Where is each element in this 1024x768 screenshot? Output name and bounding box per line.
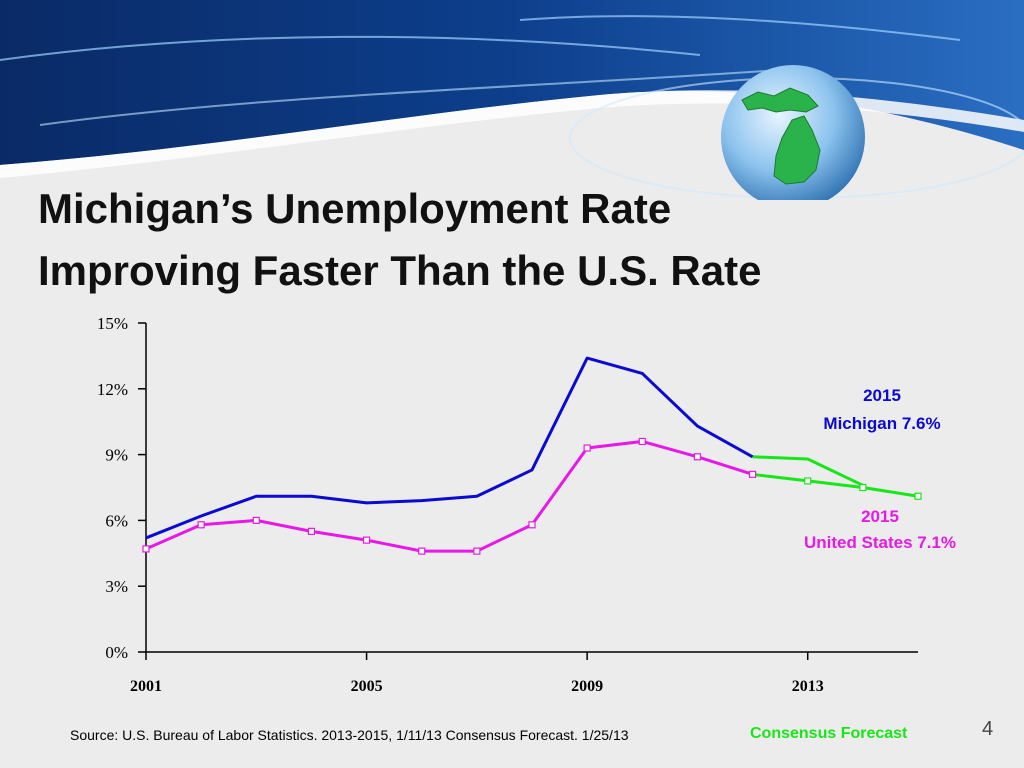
united-states-point xyxy=(528,521,536,529)
forecast-legend-label: Consensus Forecast xyxy=(750,725,908,742)
title-line-2: Improving Faster Than the U.S. Rate xyxy=(38,247,762,294)
michigan-annotation-label: Michigan 7.6% xyxy=(823,414,940,433)
united-states-point xyxy=(473,547,481,555)
united-states-point xyxy=(252,516,260,525)
united-states-point xyxy=(142,545,150,553)
unemployment-chart: 0% 3% 6% 9% 12% 15% 2001 2005 2009 2013 2015 Mich… xyxy=(97,314,956,695)
title-line-1: Michigan’s Unemployment Rate xyxy=(38,185,672,232)
united-states-point xyxy=(638,437,646,446)
y-tick-label: 3% xyxy=(105,577,128,596)
united-states-point xyxy=(693,453,702,461)
united-states-forecast-point xyxy=(804,477,812,485)
y-tick-label: 9% xyxy=(105,446,128,465)
united-states-point xyxy=(307,527,316,535)
source-note: Source: U.S. Bureau of Labor Statistics.… xyxy=(70,727,629,743)
y-tick-label: 12% xyxy=(97,380,128,399)
us-annotation-year: 2015 xyxy=(861,507,899,526)
page-title: Michigan’s Unemployment Rate Improving F… xyxy=(38,178,761,302)
michigan-annotation-year: 2015 xyxy=(863,386,901,405)
united-states-point xyxy=(418,547,426,555)
united-states-point xyxy=(748,470,757,478)
united_states-forecast-line xyxy=(752,472,919,498)
x-tick-label: 2005 xyxy=(351,678,383,695)
y-tick-label: 0% xyxy=(105,643,128,662)
michigan-line xyxy=(145,356,754,540)
united-states-point xyxy=(583,444,591,452)
annotations: 2015 Michigan 7.6% 2015 United States 7.… xyxy=(804,386,956,552)
globe-icon xyxy=(569,65,1024,200)
x-tick-label: 2001 xyxy=(130,678,162,695)
y-tick-label: 6% xyxy=(105,511,128,530)
united-states-point xyxy=(362,536,371,544)
michigan-forecast-line xyxy=(752,455,864,487)
united-states-forecast-point xyxy=(914,492,922,500)
united_states-line xyxy=(145,439,754,553)
y-tick-label: 15% xyxy=(97,314,128,333)
x-tick-label: 2009 xyxy=(571,678,603,695)
michigan-map-icon xyxy=(741,87,821,185)
header-banner xyxy=(0,0,1024,200)
us-annotation-label: United States 7.1% xyxy=(804,533,956,552)
x-tick-label: 2013 xyxy=(792,678,824,695)
united-states-forecast-point xyxy=(859,483,867,492)
united-states-point xyxy=(197,521,205,529)
slide-number: 4 xyxy=(982,718,994,740)
